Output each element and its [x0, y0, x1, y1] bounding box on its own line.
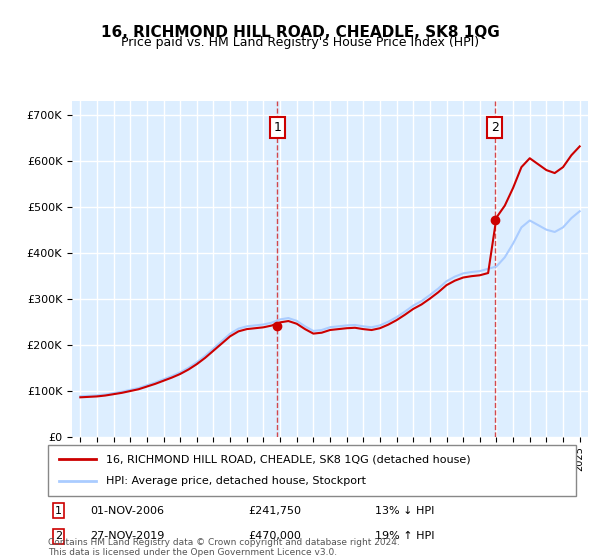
- Text: 19% ↑ HPI: 19% ↑ HPI: [376, 531, 435, 542]
- Text: £470,000: £470,000: [248, 531, 302, 542]
- Text: HPI: Average price, detached house, Stockport: HPI: Average price, detached house, Stoc…: [106, 477, 366, 487]
- Text: 16, RICHMOND HILL ROAD, CHEADLE, SK8 1QG (detached house): 16, RICHMOND HILL ROAD, CHEADLE, SK8 1QG…: [106, 454, 471, 464]
- FancyBboxPatch shape: [48, 445, 576, 496]
- Text: 2: 2: [55, 531, 62, 542]
- Text: £241,750: £241,750: [248, 506, 302, 516]
- Text: 27-NOV-2019: 27-NOV-2019: [90, 531, 164, 542]
- Text: Contains HM Land Registry data © Crown copyright and database right 2024.
This d: Contains HM Land Registry data © Crown c…: [48, 538, 400, 557]
- Text: 2: 2: [491, 121, 499, 134]
- Text: 1: 1: [55, 506, 62, 516]
- Text: 1: 1: [274, 121, 281, 134]
- Text: Price paid vs. HM Land Registry's House Price Index (HPI): Price paid vs. HM Land Registry's House …: [121, 36, 479, 49]
- Text: 16, RICHMOND HILL ROAD, CHEADLE, SK8 1QG: 16, RICHMOND HILL ROAD, CHEADLE, SK8 1QG: [101, 25, 499, 40]
- Text: 01-NOV-2006: 01-NOV-2006: [90, 506, 164, 516]
- Text: 13% ↓ HPI: 13% ↓ HPI: [376, 506, 435, 516]
